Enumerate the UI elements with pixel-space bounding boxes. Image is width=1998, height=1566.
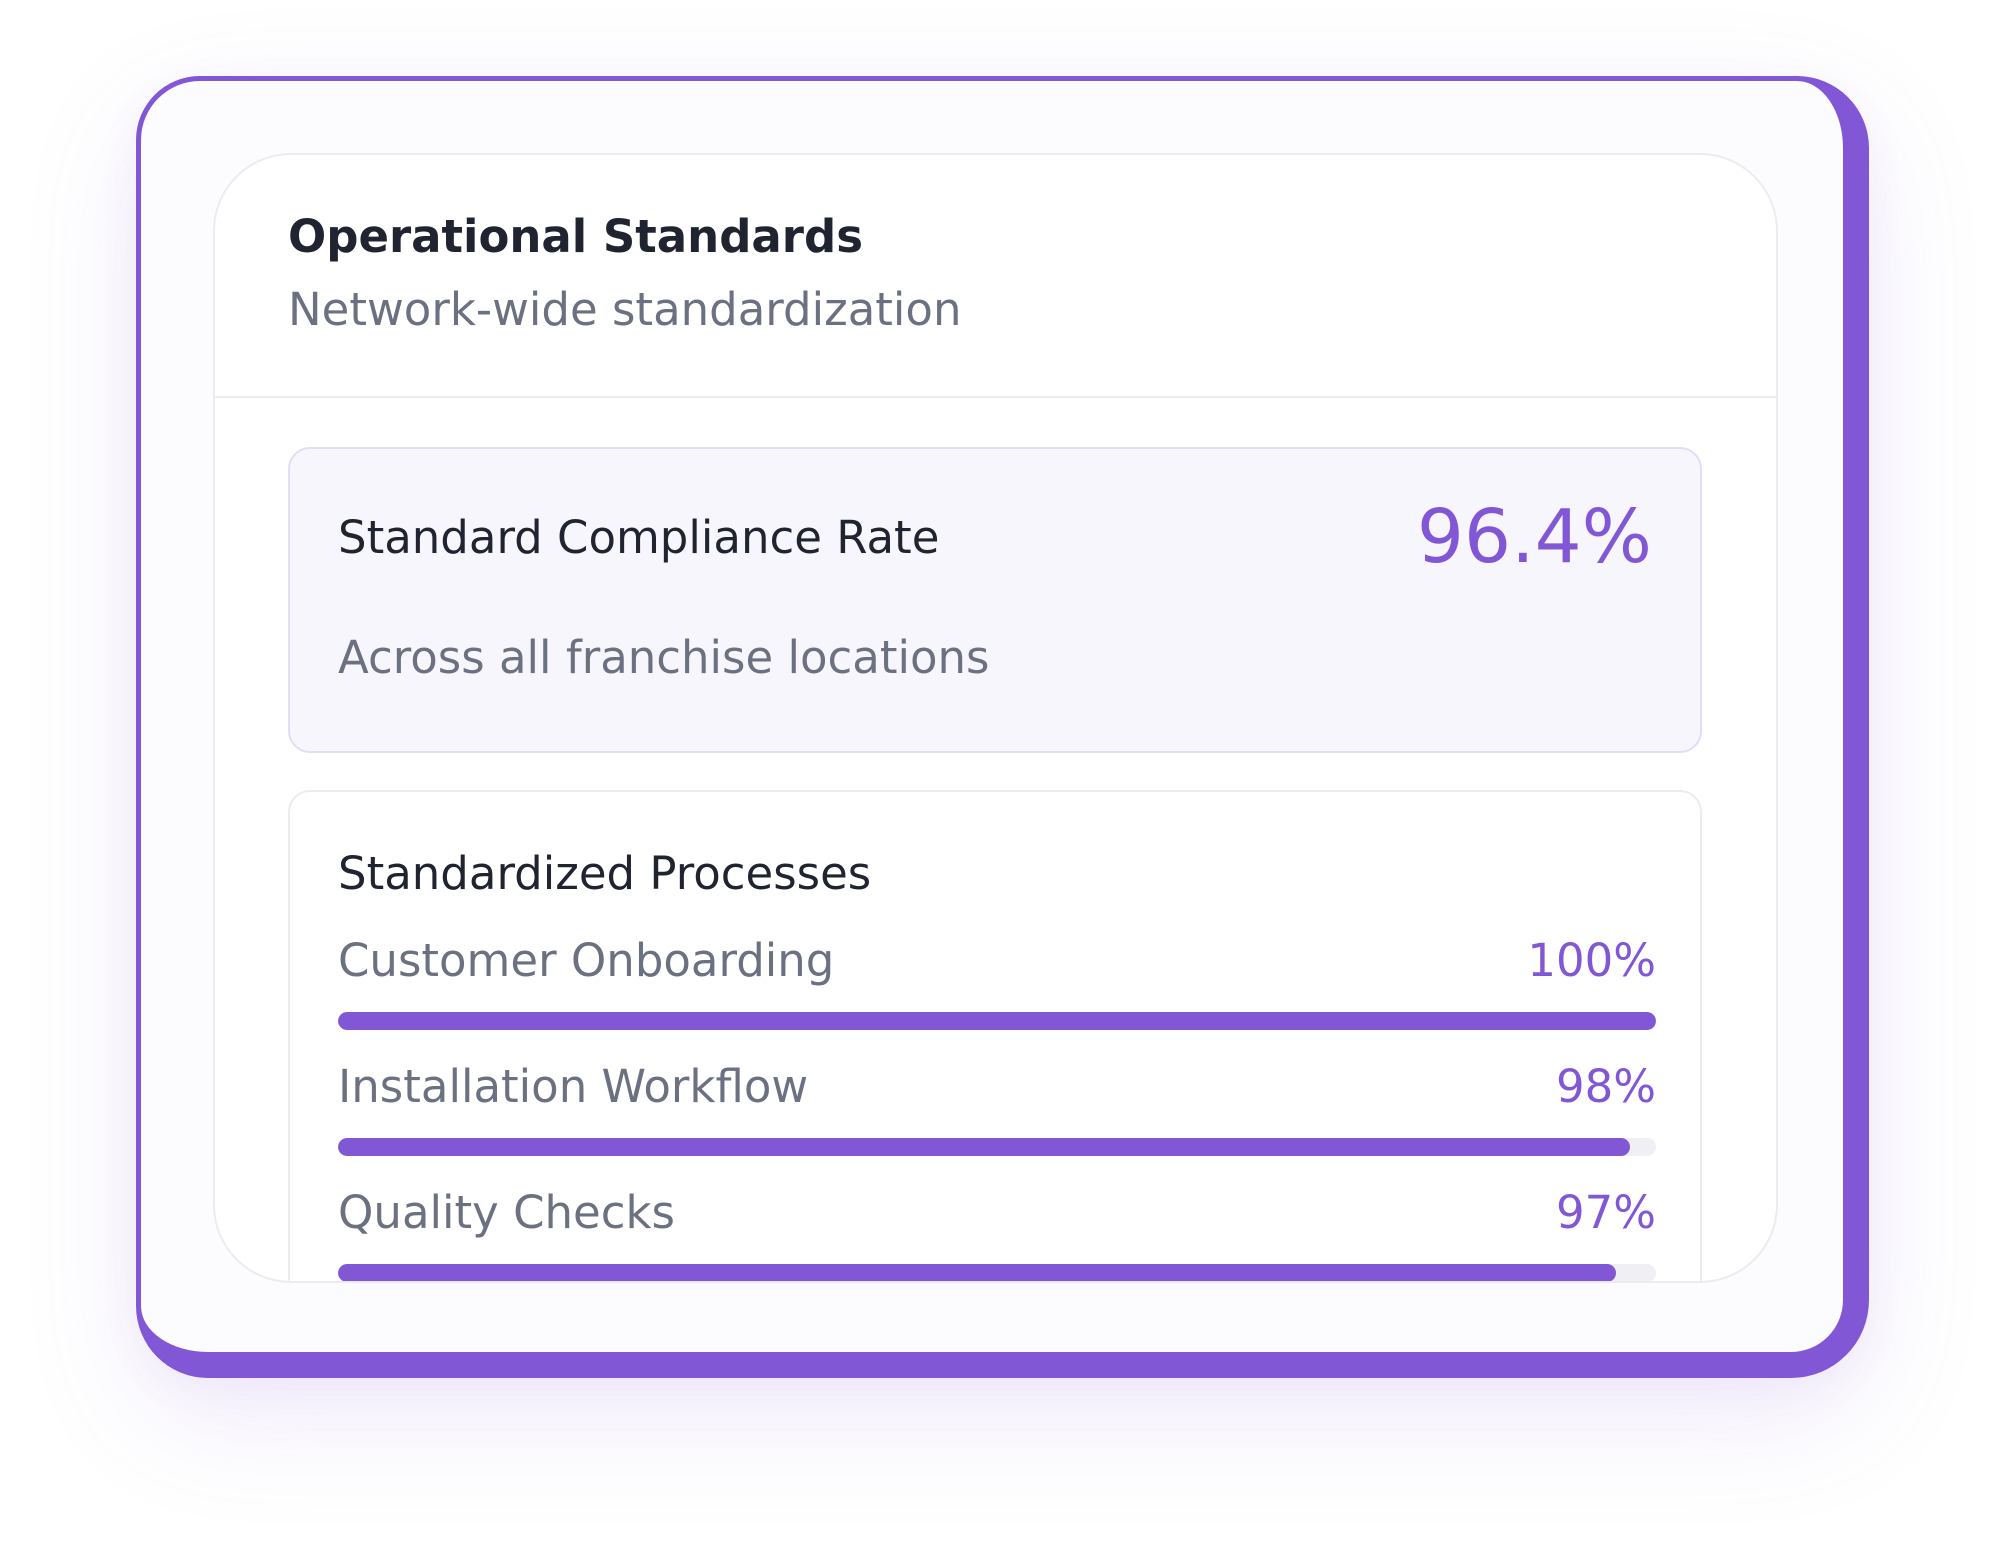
compliance-metric: Standard Compliance Rate 96.4% Across al…	[288, 447, 1702, 753]
compliance-value: 96.4%	[1416, 494, 1652, 580]
processes-title: Standardized Processes	[338, 847, 872, 900]
progress-fill	[338, 1138, 1630, 1156]
progress-fill	[338, 1264, 1617, 1281]
progress-fill	[338, 1012, 1656, 1030]
process-name: Quality Checks	[338, 1186, 675, 1239]
compliance-caption: Across all franchise locations	[338, 631, 990, 684]
operational-standards-card: Operational Standards Network-wide stand…	[213, 153, 1778, 1283]
process-percent: 98%	[1555, 1060, 1656, 1113]
process-percent: 100%	[1527, 934, 1656, 987]
card-title: Operational Standards	[288, 210, 863, 263]
card-subtitle: Network-wide standardization	[288, 283, 962, 336]
process-percent: 97%	[1555, 1186, 1656, 1239]
process-name: Customer Onboarding	[338, 934, 835, 987]
progress-track	[338, 1012, 1656, 1030]
standardized-processes-panel: Standardized Processes Customer Onboardi…	[288, 790, 1702, 1281]
process-row-customer-onboarding: Customer Onboarding 100%	[338, 934, 1656, 1044]
progress-track	[338, 1138, 1656, 1156]
progress-track	[338, 1264, 1656, 1281]
process-name: Installation Workflow	[338, 1060, 809, 1113]
card-header: Operational Standards Network-wide stand…	[215, 155, 1776, 398]
process-row-quality-checks: Quality Checks 97%	[338, 1186, 1656, 1281]
process-row-installation-workflow: Installation Workflow 98%	[338, 1060, 1656, 1170]
compliance-label: Standard Compliance Rate	[338, 511, 940, 564]
